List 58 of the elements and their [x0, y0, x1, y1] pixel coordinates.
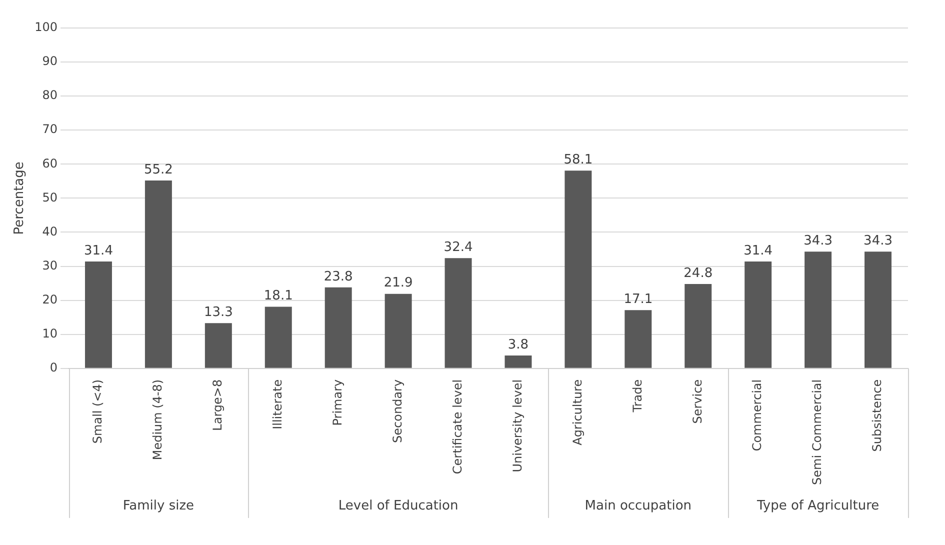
x-tick-label: Subsistence	[870, 379, 884, 452]
data-label: 31.4	[84, 243, 113, 258]
x-tick-label: Illiterate	[270, 379, 285, 430]
y-tick-label: 30	[42, 258, 58, 272]
x-tick-label: Primary	[330, 379, 344, 426]
bar	[204, 323, 232, 368]
data-label: 31.4	[744, 243, 773, 258]
x-tick-label: Certificate level	[450, 379, 464, 474]
bar	[384, 294, 412, 368]
bar	[744, 262, 772, 368]
bar	[864, 252, 892, 368]
text: Level of Education	[338, 498, 458, 514]
bar	[564, 170, 592, 368]
bar	[84, 262, 112, 368]
bar	[624, 310, 652, 368]
x-tick-label: Trade	[630, 379, 644, 414]
data-label: 34.3	[804, 234, 833, 249]
data-label: 17.1	[624, 292, 653, 308]
data-label: 24.8	[684, 266, 713, 281]
bar	[444, 258, 472, 368]
y-tick-label: 70	[42, 122, 58, 136]
x-tick-label: Service	[690, 379, 704, 424]
y-tick-label: 100	[34, 20, 58, 34]
y-tick-label: 80	[42, 88, 58, 102]
y-tick-label: 90	[42, 54, 58, 68]
text: Family size	[122, 498, 194, 514]
text: Main occupation	[584, 498, 692, 514]
data-label: 34.3	[864, 234, 892, 249]
data-label: 32.4	[444, 240, 473, 255]
x-tick-label: University level	[510, 379, 524, 472]
bar	[504, 355, 532, 368]
bar	[324, 287, 352, 368]
y-tick-label: 50	[42, 190, 58, 204]
bar	[804, 252, 832, 368]
data-label: 3.8	[508, 337, 529, 352]
y-tick-label: 0	[50, 360, 58, 375]
data-label: 18.1	[264, 288, 293, 304]
y-tick-label: 20	[42, 292, 58, 306]
text: Type of Agriculture	[756, 498, 880, 514]
x-tick-label: Large>8	[210, 379, 225, 431]
data-label: 55.2	[144, 162, 173, 178]
bar	[684, 284, 712, 368]
data-label: 13.3	[204, 304, 233, 320]
y-axis-title: Percentage	[12, 162, 28, 235]
x-tick-label: Agriculture	[570, 379, 584, 446]
data-label: 23.8	[324, 269, 353, 284]
y-tick-label: 60	[42, 156, 58, 170]
y-tick-label: 10	[42, 326, 58, 340]
x-tick-label: Commercial	[750, 379, 764, 452]
data-label: 58.1	[564, 152, 593, 168]
x-tick-label: Semi Commercial	[810, 379, 824, 485]
bar	[144, 180, 172, 368]
x-tick-label: Medium (4-8)	[150, 379, 165, 460]
bar	[264, 306, 292, 368]
data-label: 21.9	[384, 276, 413, 291]
x-tick-label: Secondary	[390, 379, 404, 443]
x-tick-label: Small (<4)	[90, 379, 105, 444]
y-tick-label: 40	[42, 224, 58, 238]
